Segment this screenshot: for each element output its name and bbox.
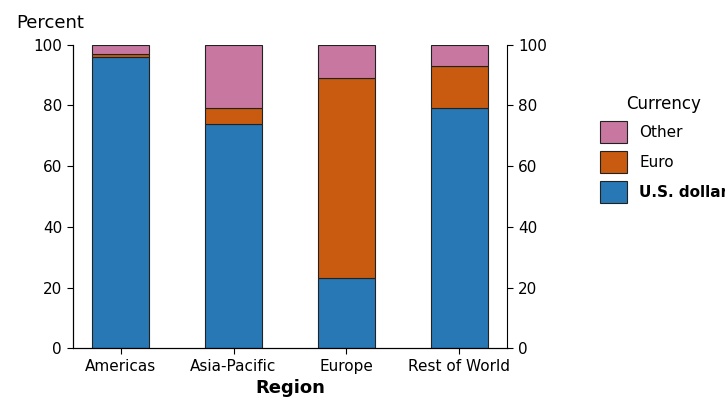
Bar	[431, 45, 488, 66]
Bar	[92, 53, 149, 57]
Bar	[431, 66, 488, 108]
Bar	[318, 45, 375, 78]
Bar	[205, 45, 262, 108]
Bar	[205, 108, 262, 124]
Bar	[318, 78, 375, 279]
Text: Percent: Percent	[16, 15, 84, 32]
Bar	[431, 108, 488, 348]
Bar	[318, 279, 375, 348]
Bar	[92, 45, 149, 54]
X-axis label: Region: Region	[255, 379, 325, 397]
Bar	[92, 57, 149, 348]
Bar	[205, 124, 262, 348]
Legend: Other, Euro, U.S. dollar: Other, Euro, U.S. dollar	[594, 89, 725, 209]
